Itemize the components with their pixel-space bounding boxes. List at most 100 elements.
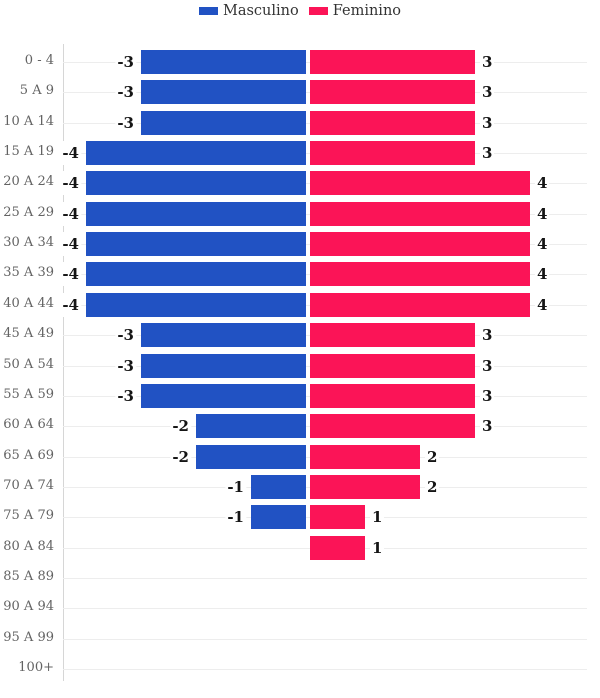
- grid-line: [63, 639, 587, 640]
- male-bar[interactable]: [86, 232, 306, 256]
- female-bar[interactable]: [310, 384, 475, 408]
- female-bar[interactable]: [310, 262, 530, 286]
- male-bar[interactable]: [251, 475, 306, 499]
- male-bar[interactable]: [86, 202, 306, 226]
- legend-item-masculino: Masculino: [198, 3, 299, 19]
- male-value-label: -3: [115, 80, 136, 104]
- age-axis-label: 65 A 69: [3, 448, 54, 463]
- age-axis-label: 60 A 64: [3, 417, 54, 432]
- age-axis-label: 5 A 9: [19, 83, 54, 98]
- age-axis-label: 50 A 54: [3, 357, 54, 372]
- male-value-label: -1: [225, 475, 246, 499]
- male-bar[interactable]: [251, 505, 306, 529]
- male-value-label: -4: [60, 202, 81, 226]
- female-bar[interactable]: [310, 111, 475, 135]
- age-axis-label: 75 A 79: [3, 508, 54, 523]
- legend-label-feminino: Feminino: [332, 3, 402, 19]
- female-bar[interactable]: [310, 475, 420, 499]
- male-bar[interactable]: [86, 293, 306, 317]
- female-bar[interactable]: [310, 50, 475, 74]
- female-value-label: 2: [425, 445, 440, 469]
- age-axis-label: 0 - 4: [24, 53, 54, 68]
- female-value-label: 4: [535, 202, 550, 226]
- male-value-label: -2: [170, 445, 191, 469]
- age-axis-label: 25 A 29: [3, 205, 54, 220]
- grid-line: [63, 608, 587, 609]
- female-value-label: 3: [480, 414, 495, 438]
- male-bar[interactable]: [141, 80, 306, 104]
- female-bar[interactable]: [310, 80, 475, 104]
- age-axis-label: 45 A 49: [3, 326, 54, 341]
- female-bar[interactable]: [310, 354, 475, 378]
- male-bar[interactable]: [86, 171, 306, 195]
- female-value-label: 3: [480, 80, 495, 104]
- female-value-label: 3: [480, 323, 495, 347]
- age-axis-label: 85 A 89: [3, 569, 54, 584]
- female-bar[interactable]: [310, 293, 530, 317]
- age-axis-label: 95 A 99: [3, 630, 54, 645]
- age-axis-label: 55 A 59: [3, 387, 54, 402]
- male-bar[interactable]: [141, 111, 306, 135]
- female-bar[interactable]: [310, 414, 475, 438]
- female-value-label: 3: [480, 354, 495, 378]
- male-bar[interactable]: [141, 323, 306, 347]
- female-value-label: 2: [425, 475, 440, 499]
- male-value-label: -1: [225, 505, 246, 529]
- male-value-label: -4: [60, 293, 81, 317]
- male-value-label: -4: [60, 141, 81, 165]
- male-value-label: -4: [60, 262, 81, 286]
- male-bar[interactable]: [196, 445, 306, 469]
- female-value-label: 4: [535, 232, 550, 256]
- male-value-label: -3: [115, 50, 136, 74]
- male-bar[interactable]: [141, 50, 306, 74]
- male-bar[interactable]: [141, 384, 306, 408]
- age-axis-label: 80 A 84: [3, 539, 54, 554]
- female-value-label: 3: [480, 141, 495, 165]
- legend-item-feminino: Feminino: [308, 3, 402, 19]
- female-value-label: 3: [480, 50, 495, 74]
- female-bar[interactable]: [310, 323, 475, 347]
- female-value-label: 3: [480, 384, 495, 408]
- female-bar[interactable]: [310, 171, 530, 195]
- grid-line: [63, 669, 587, 670]
- female-value-label: 3: [480, 111, 495, 135]
- age-axis-label: 40 A 44: [3, 296, 54, 311]
- age-axis-label: 90 A 94: [3, 599, 54, 614]
- male-value-label: -3: [115, 111, 136, 135]
- age-axis-label: 30 A 34: [3, 235, 54, 250]
- female-value-label: 1: [370, 505, 385, 529]
- y-axis-line: [63, 44, 64, 681]
- age-axis-label: 20 A 24: [3, 174, 54, 189]
- age-axis-label: 10 A 14: [3, 114, 54, 129]
- female-bar[interactable]: [310, 445, 420, 469]
- female-value-label: 4: [535, 262, 550, 286]
- male-value-label: -4: [60, 232, 81, 256]
- male-value-label: -3: [115, 323, 136, 347]
- male-value-label: -2: [170, 414, 191, 438]
- female-bar[interactable]: [310, 505, 365, 529]
- female-bar[interactable]: [310, 141, 475, 165]
- male-value-label: -3: [115, 354, 136, 378]
- age-axis-label: 70 A 74: [3, 478, 54, 493]
- female-bar[interactable]: [310, 232, 530, 256]
- male-bar[interactable]: [141, 354, 306, 378]
- male-bar[interactable]: [196, 414, 306, 438]
- age-axis-label: 15 A 19: [3, 144, 54, 159]
- female-bar[interactable]: [310, 202, 530, 226]
- age-axis-label: 35 A 39: [3, 265, 54, 280]
- legend-swatch-masculino: [198, 7, 218, 15]
- legend-label-masculino: Masculino: [222, 3, 299, 19]
- male-value-label: -3: [115, 384, 136, 408]
- female-value-label: 1: [370, 536, 385, 560]
- male-bar[interactable]: [86, 262, 306, 286]
- female-value-label: 4: [535, 171, 550, 195]
- female-value-label: 4: [535, 293, 550, 317]
- female-bar[interactable]: [310, 536, 365, 560]
- male-value-label: -4: [60, 171, 81, 195]
- grid-line: [63, 578, 587, 579]
- legend: Masculino Feminino: [0, 0, 600, 22]
- legend-swatch-feminino: [308, 7, 328, 15]
- male-bar[interactable]: [86, 141, 306, 165]
